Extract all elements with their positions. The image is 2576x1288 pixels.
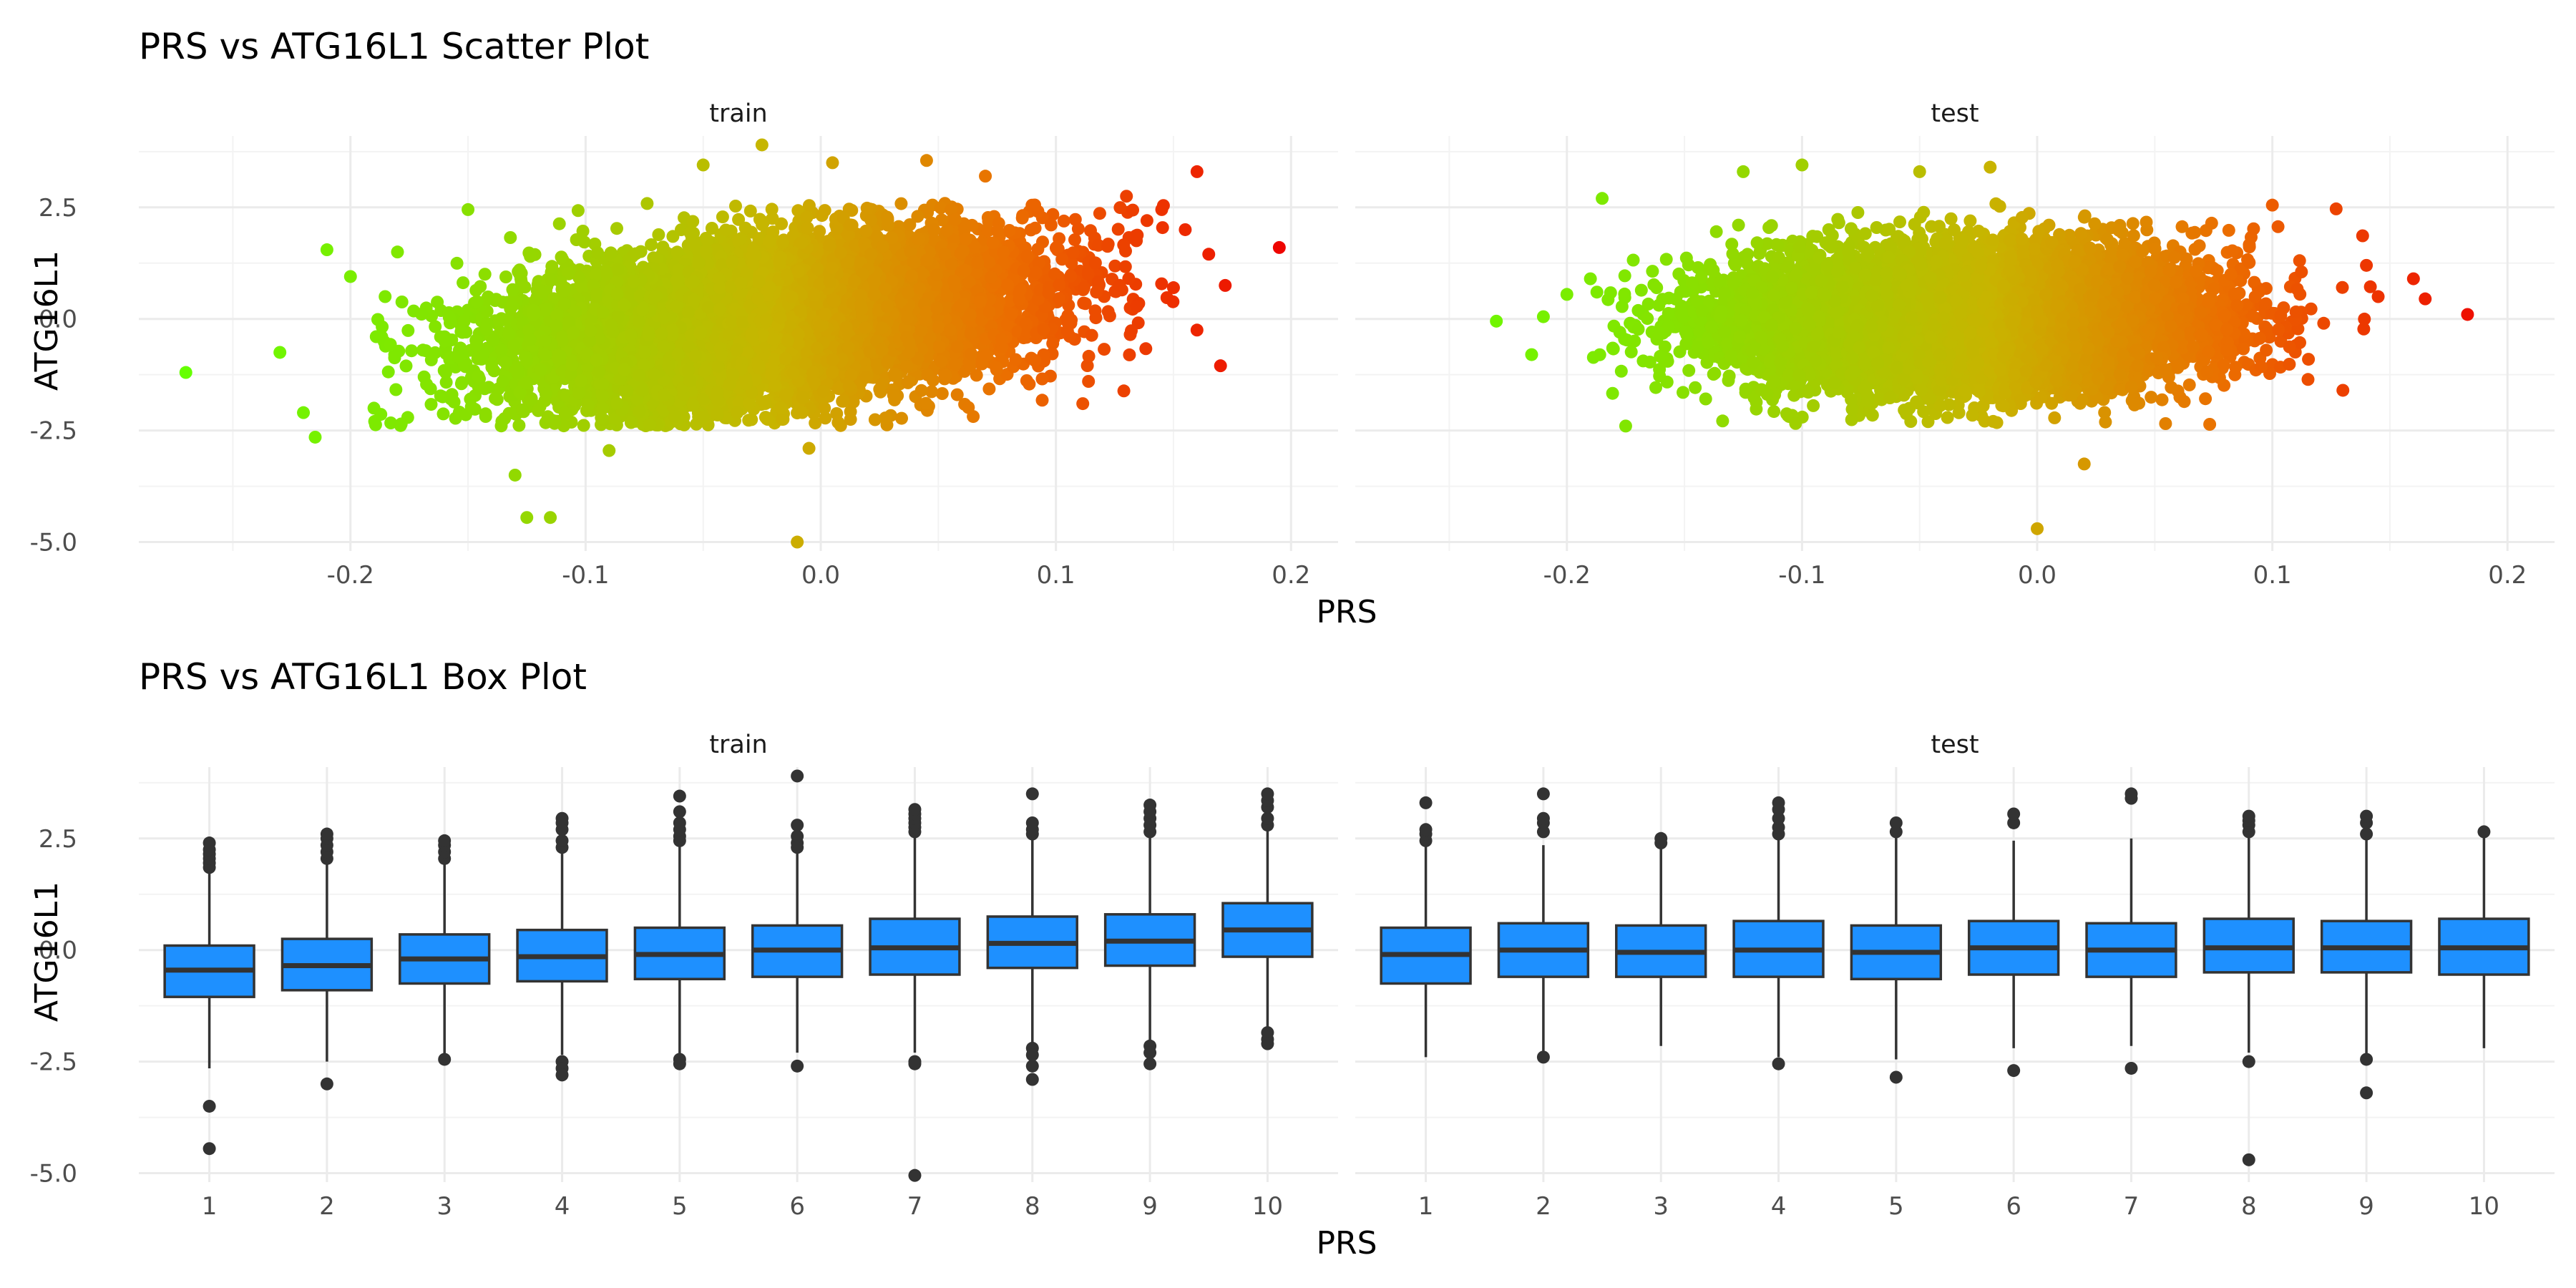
scatter-point xyxy=(743,204,757,218)
scatter-point xyxy=(512,419,526,432)
scatter-point xyxy=(1076,397,1090,411)
scatter-point xyxy=(545,260,559,273)
scatter-point xyxy=(571,204,585,218)
scatter-x-tick-label: -0.2 xyxy=(327,561,374,590)
scatter-x-tick-label: 0.1 xyxy=(1037,561,1075,590)
scatter-point xyxy=(1139,342,1153,356)
scatter-point xyxy=(1123,348,1136,361)
scatter-point xyxy=(379,290,392,303)
scatter-point xyxy=(1028,221,1042,235)
scatter-point xyxy=(860,201,874,215)
scatter-point xyxy=(499,270,512,283)
scatter-x-tick-label: 0.0 xyxy=(801,561,840,590)
scatter-point xyxy=(478,268,492,281)
scatter-y-tick-label: 0.0 xyxy=(39,306,77,334)
scatter-y-tick-label: 2.5 xyxy=(39,194,77,223)
scatter-point xyxy=(405,344,419,358)
scatter-strip-test: test xyxy=(1931,99,1979,128)
scatter-point xyxy=(395,296,409,308)
scatter-point xyxy=(479,407,492,421)
scatter-x-tick-label: 0.2 xyxy=(1272,561,1310,590)
scatter-point xyxy=(1156,221,1169,235)
scatter-point xyxy=(1068,233,1081,247)
scatter-point xyxy=(844,413,857,426)
scatter-point xyxy=(1035,394,1049,407)
scatter-panel-train: -0.2 -0.1 0.0 0.1 0.2 -5.0 -2.5 0.0 2.5 xyxy=(30,136,1338,590)
scatter-strip-train: train xyxy=(709,99,767,128)
scatter-y-tick-label: -5.0 xyxy=(30,529,77,557)
scatter-title: PRS vs ATG16L1 Scatter Plot xyxy=(139,26,649,67)
scatter-point xyxy=(415,308,429,321)
scatter-point xyxy=(1093,207,1106,220)
scatter-point xyxy=(640,197,654,210)
scatter-y-tick-label: -2.5 xyxy=(30,417,77,446)
scatter-point xyxy=(389,383,403,396)
scatter-x-tick-label: -0.1 xyxy=(562,561,609,590)
scatter-point xyxy=(1155,277,1169,291)
scatter-point xyxy=(504,231,517,244)
scatter-point xyxy=(416,343,429,357)
scatter-point xyxy=(1046,208,1060,221)
